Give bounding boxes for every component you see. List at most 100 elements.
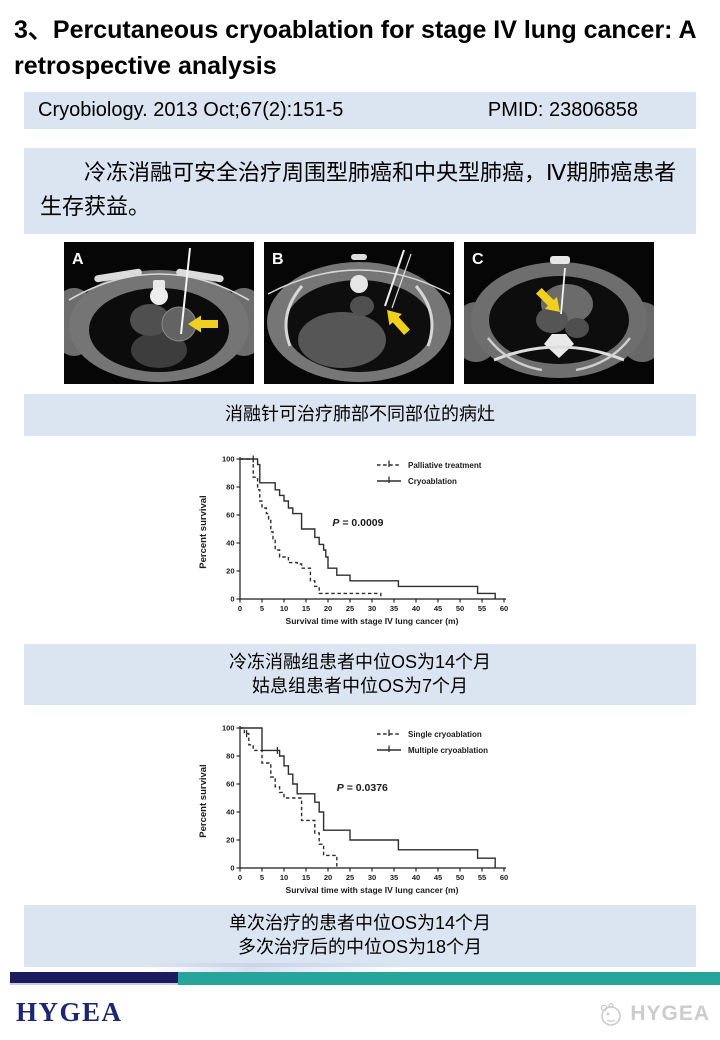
ct-figure-row: A B — [64, 242, 720, 385]
summary-box: 冷冻消融可安全治疗周围型肺癌和中央型肺癌，Ⅳ期肺癌患者生存获益。 — [24, 148, 696, 235]
ct-a-skin-line — [68, 273, 250, 301]
citation-pmid: PMID: 23806858 — [487, 99, 638, 121]
ct-a-spine — [150, 287, 168, 306]
x-tick-label: 60 — [500, 604, 508, 613]
y-tick-label: 100 — [222, 455, 235, 464]
ct-c-right-rib — [575, 337, 631, 372]
ct-b-sternum — [351, 254, 367, 261]
page-title: 3、Percutaneous cryoablation for stage IV… — [14, 16, 696, 80]
y-axis-label: Percent survival — [198, 765, 209, 838]
x-tick-label: 35 — [390, 604, 398, 613]
footer-teal-bar — [178, 971, 720, 985]
ct-b-heart-liver — [298, 312, 386, 369]
ct-a-posterior-tissue — [131, 332, 187, 369]
ct-c-sternum — [550, 256, 570, 265]
p-value: P = 0.0376 — [337, 782, 388, 794]
footer-swoosh-decoration — [147, 962, 403, 972]
y-tick-label: 20 — [226, 836, 234, 845]
ct-c-aorta — [565, 318, 589, 339]
footer: HYGEA HYGEA — [0, 985, 720, 1040]
y-tick-label: 60 — [226, 511, 234, 520]
x-axis-label: Survival time with stage IV lung cancer … — [286, 616, 459, 626]
x-tick-label: 30 — [368, 604, 376, 613]
ct-image-b: B — [264, 242, 454, 385]
ct-c-mass — [536, 307, 568, 334]
ct-b-right-ribs — [414, 285, 434, 347]
ct-c-posterior-ribs — [493, 345, 625, 362]
y-tick-label: 20 — [226, 567, 234, 576]
chart2-wrap: 0 5 10 15 20 25 30 35 40 45 50 55 60 0 20 40 60 80 100 Surv… — [0, 705, 720, 900]
x-tick-label: 0 — [238, 604, 242, 613]
ct-c-needle — [560, 268, 566, 315]
ct-caption: 消融针可治疗肺部不同部位的病灶 — [24, 394, 696, 436]
x-tick-label: 20 — [324, 604, 332, 613]
y-tick-label: 80 — [226, 483, 234, 492]
chart1-caption: 冷冻消融组患者中位OS为14个月 姑息组患者中位OS为7个月 — [24, 643, 696, 706]
legend-label: Cryoablation — [408, 477, 457, 486]
chart2-caption-line2: 多次治疗后的中位OS为18个月 — [237, 937, 483, 958]
x-tick-label: 40 — [412, 604, 420, 613]
x-tick-label: 40 — [412, 873, 420, 882]
x-tick-label: 0 — [238, 873, 242, 882]
x-tick-label: 15 — [302, 873, 310, 882]
km-series-2 — [240, 458, 496, 599]
km-series-1 — [240, 458, 382, 599]
x-tick-label: 25 — [346, 873, 354, 882]
y-tick-label: 40 — [226, 808, 234, 817]
x-tick-label: 30 — [368, 873, 376, 882]
x-tick-label: 35 — [390, 873, 398, 882]
x-tick-label: 60 — [500, 873, 508, 882]
x-tick-label: 45 — [434, 604, 442, 613]
ct-b-vessels — [350, 296, 374, 317]
y-tick-label: 40 — [226, 539, 234, 548]
ct-c-arrow-icon — [535, 288, 560, 313]
ct-b-left-ribs — [284, 285, 304, 347]
x-tick-label: 5 — [260, 873, 264, 882]
x-tick-label: 55 — [478, 604, 486, 613]
footer-navy-bar — [10, 971, 178, 985]
ct-c-left-rib — [487, 337, 543, 372]
legend-label: Single cryoablation — [408, 730, 482, 739]
citation-bar: Cryobiology. 2013 Oct;67(2):151-5 PMID: … — [24, 92, 696, 129]
p-value: P = 0.0009 — [332, 517, 383, 529]
y-axis-label: Percent survival — [198, 495, 209, 568]
x-tick-label: 50 — [456, 873, 464, 882]
x-tick-label: 15 — [302, 604, 310, 613]
ct-b-needle — [384, 249, 405, 307]
ct-b-spine — [350, 275, 368, 294]
y-tick-label: 0 — [230, 864, 234, 873]
y-tick-label: 80 — [226, 752, 234, 761]
ct-image-a: A — [64, 242, 254, 385]
ct-b-skin-line — [267, 269, 451, 295]
chart2-caption: 单次治疗的患者中位OS为14个月 多次治疗后的中位OS为18个月 — [24, 905, 696, 967]
ct-a-needle — [180, 248, 191, 335]
hygea-watermark-text: HYGEA — [630, 1002, 710, 1026]
x-tick-label: 55 — [478, 873, 486, 882]
ct-a-arrow-icon — [188, 315, 218, 333]
x-tick-label: 50 — [456, 604, 464, 613]
x-tick-label: 10 — [280, 604, 288, 613]
citation-journal: Cryobiology. 2013 Oct;67(2):151-5 — [38, 99, 344, 121]
hygea-watermark: HYGEA — [597, 1001, 710, 1028]
chart1-caption-line1: 冷冻消融组患者中位OS为14个月 — [228, 651, 492, 672]
ct-a-mediastinum — [130, 304, 170, 337]
legend-label: Palliative treatment — [408, 461, 482, 470]
ct-b-arrow-icon — [387, 310, 411, 336]
x-tick-label: 10 — [280, 873, 288, 882]
km-series-1 — [240, 727, 338, 869]
summary-text: 冷冻消融可安全治疗周围型肺癌和中央型肺癌，Ⅳ期肺癌患者生存获益。 — [40, 160, 677, 220]
km-series-2 — [240, 727, 496, 869]
hygea-logo: HYGEA — [16, 996, 123, 1027]
y-tick-label: 60 — [226, 780, 234, 789]
x-tick-label: 45 — [434, 873, 442, 882]
footer-divider — [0, 962, 720, 985]
x-tick-label: 20 — [324, 873, 332, 882]
chart1-wrap: 0 5 10 15 20 25 30 35 40 45 50 55 60 0 20 40 60 80 100 Surv… — [0, 436, 720, 631]
survival-chart-single-vs-multiple: 0 5 10 15 20 25 30 35 40 45 50 55 60 0 20 40 60 80 100 Surv… — [198, 724, 508, 895]
hygea-watermark-icon — [601, 1002, 622, 1026]
chart2-caption-line1: 单次治疗的患者中位OS为14个月 — [228, 913, 492, 934]
ct-a-left-clavicle — [94, 268, 142, 283]
y-tick-label: 0 — [230, 595, 234, 604]
x-tick-label: 5 — [260, 604, 264, 613]
